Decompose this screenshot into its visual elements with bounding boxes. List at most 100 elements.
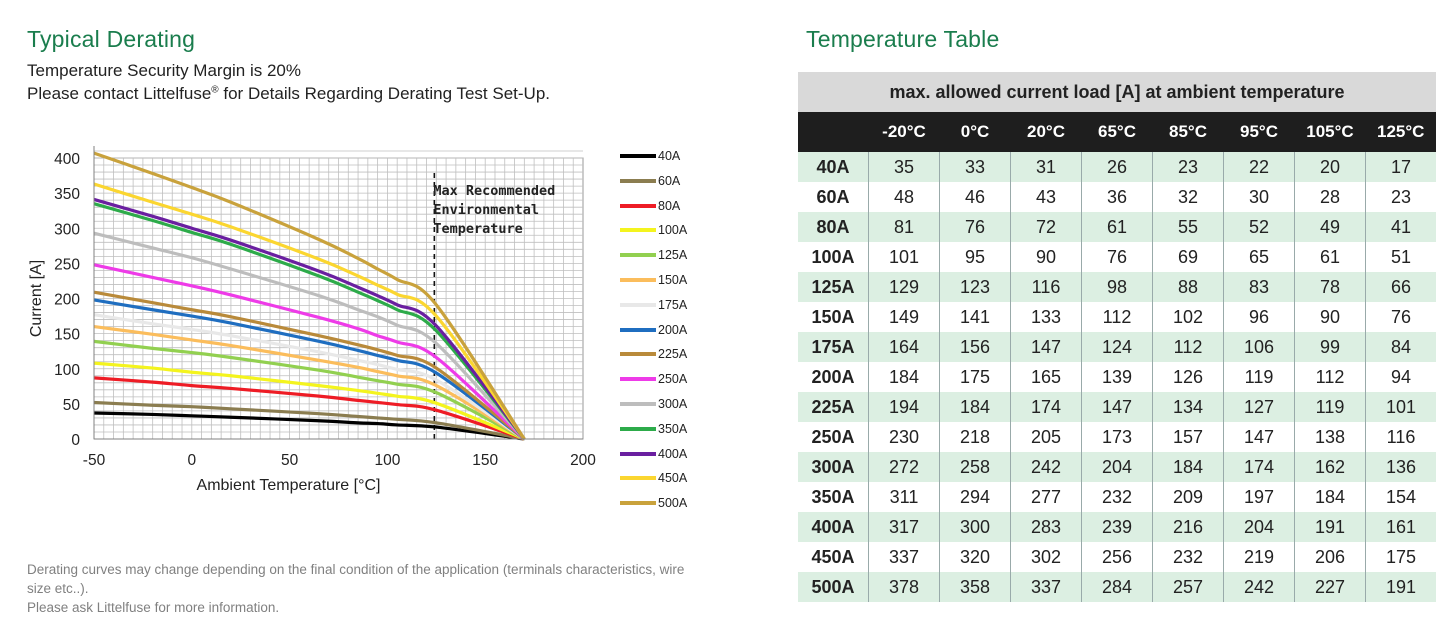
table-cell: 83 (1223, 272, 1295, 302)
table-cell: 43 (1010, 182, 1082, 212)
column-header: 20°C (1010, 112, 1082, 152)
legend-item-200A: 200A (620, 322, 687, 338)
column-header: 105°C (1294, 112, 1366, 152)
table-cell: 184 (1152, 452, 1224, 482)
table-cell: 46 (939, 182, 1011, 212)
table-cell: 257 (1152, 572, 1224, 602)
table-cell: 300 (939, 512, 1011, 542)
x-tick-label: 100 (374, 452, 400, 469)
table-cell: 35 (868, 152, 940, 182)
legend-item-400A: 400A (620, 446, 687, 462)
curve-400A (93, 197, 526, 440)
table-cell: 20 (1294, 152, 1366, 182)
x-tick-label: 50 (281, 452, 299, 469)
table-cell: 139 (1081, 362, 1153, 392)
table-cell: 320 (939, 542, 1011, 572)
table-cell: 102 (1152, 302, 1224, 332)
table-cell: 194 (868, 392, 940, 422)
legend-item-175A: 175A (620, 297, 687, 313)
table-cell: 184 (1294, 482, 1366, 512)
legend-label: 40A (658, 149, 681, 163)
table-cell: 164 (868, 332, 940, 362)
curve-350A (93, 202, 526, 441)
column-header: 85°C (1152, 112, 1224, 152)
table-cell: 239 (1081, 512, 1153, 542)
table-cell: 242 (1223, 572, 1295, 602)
table-cell: 61 (1081, 212, 1153, 242)
table-cell: 94 (1365, 362, 1436, 392)
x-tick-label: 150 (472, 452, 498, 469)
table-cell: 242 (1010, 452, 1082, 482)
table-cell: 258 (939, 452, 1011, 482)
table-cell: 90 (1294, 302, 1366, 332)
legend-item-350A: 350A (620, 421, 687, 437)
row-header: 100A (798, 242, 869, 272)
legend-swatch (620, 178, 656, 183)
row-header: 250A (798, 422, 869, 452)
legend-label: 175A (658, 297, 688, 312)
column-header: 65°C (1081, 112, 1153, 152)
table-row: 200A 184 175 165 139 126 119 112 94 (798, 362, 1436, 392)
curve-250A (93, 263, 526, 441)
curve-80A (93, 376, 525, 441)
table-cell: 138 (1294, 422, 1366, 452)
curve-175A (93, 313, 526, 441)
table-cell: 112 (1294, 362, 1366, 392)
annotation-line: Environmental (433, 202, 539, 218)
derating-curves (93, 151, 526, 441)
curve-200A (93, 298, 526, 441)
legend-label: 350A (658, 421, 688, 436)
table-cell: 81 (868, 212, 940, 242)
table-cell: 141 (939, 302, 1011, 332)
table-cell: 277 (1010, 482, 1082, 512)
table-cell: 378 (868, 572, 940, 602)
row-header: 80A (798, 212, 869, 242)
legend-swatch (620, 501, 656, 506)
table-cell: 90 (1010, 242, 1082, 272)
row-header: 40A (798, 152, 869, 182)
table-cell: 32 (1152, 182, 1224, 212)
curve-225A (93, 290, 526, 441)
table-cell: 76 (1365, 302, 1436, 332)
table-cell: 66 (1365, 272, 1436, 302)
table-cell: 204 (1081, 452, 1153, 482)
legend-item-60A: 60A (620, 173, 680, 189)
legend-label: 250A (658, 372, 688, 387)
security-margin-text: Temperature Security Margin is 20% (27, 61, 302, 80)
table-cell: 294 (939, 482, 1011, 512)
legend-item-450A: 450A (620, 470, 687, 486)
row-header: 125A (798, 272, 869, 302)
footnote-line-1: Derating curves may change depending on … (27, 562, 685, 577)
table-cell: 174 (1223, 452, 1295, 482)
table-cell: 209 (1152, 482, 1224, 512)
legend-item-300A: 300A (620, 396, 687, 412)
footnote-line-2: size etc..). (27, 581, 89, 596)
table-cell: 134 (1152, 392, 1224, 422)
column-header: 125°C (1365, 112, 1436, 152)
y-tick-label: 100 (54, 362, 80, 379)
legend-label: 500A (658, 496, 688, 511)
table-cell: 51 (1365, 242, 1436, 272)
table-cell: 119 (1294, 392, 1366, 422)
table-cell: 173 (1081, 422, 1153, 452)
table-cell: 311 (868, 482, 940, 512)
table-cell: 36 (1081, 182, 1153, 212)
table-row: 300A 272 258 242 204 184 174 162 136 (798, 452, 1436, 482)
table-cell: 317 (868, 512, 940, 542)
y-tick-label: 350 (54, 186, 80, 203)
legend-item-80A: 80A (620, 198, 680, 214)
table-cell: 206 (1294, 542, 1366, 572)
table-cell: 337 (1010, 572, 1082, 602)
max-temp-annotation: Max Recommended Environmental Temperature (433, 173, 555, 439)
annotation-line: Max Recommended (433, 183, 555, 199)
table-cell: 216 (1152, 512, 1224, 542)
table-cell: 218 (939, 422, 1011, 452)
table-cell: 157 (1152, 422, 1224, 452)
table-cell: 65 (1223, 242, 1295, 272)
table-cell: 161 (1365, 512, 1436, 542)
table-cell: 174 (1010, 392, 1082, 422)
legend-item-500A: 500A (620, 495, 687, 511)
contact-text-post: for Details Regarding Derating Test Set-… (218, 84, 550, 103)
curve-500A (93, 151, 526, 440)
